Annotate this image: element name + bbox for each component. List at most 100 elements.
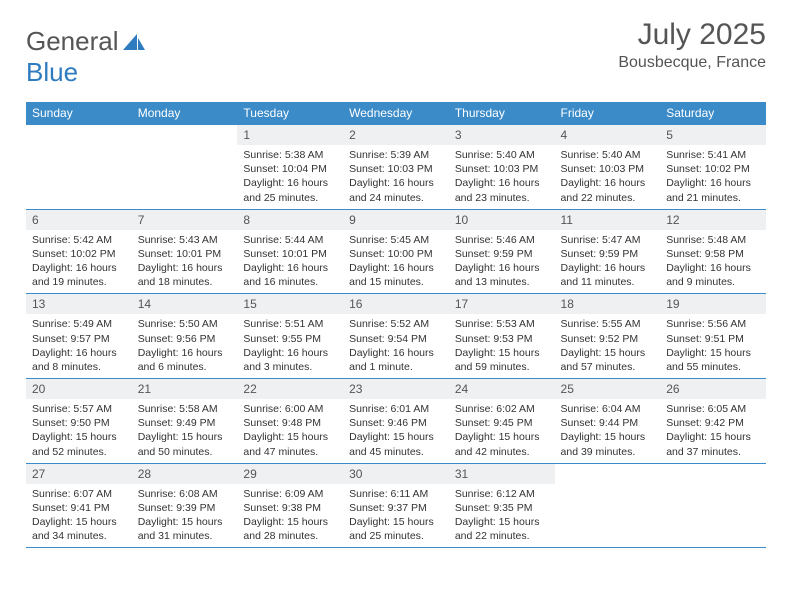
calendar-empty [660,463,766,548]
title-block: July 2025 Bousbecque, France [618,18,766,72]
weekday-header: Tuesday [237,102,343,125]
day-number: 21 [132,379,238,399]
day-details: Sunrise: 5:56 AMSunset: 9:51 PMDaylight:… [660,314,766,378]
day-details: Sunrise: 5:47 AMSunset: 9:59 PMDaylight:… [555,230,661,294]
calendar-day: 24Sunrise: 6:02 AMSunset: 9:45 PMDayligh… [449,379,555,464]
day-details: Sunrise: 6:01 AMSunset: 9:46 PMDaylight:… [343,399,449,463]
day-details: Sunrise: 5:40 AMSunset: 10:03 PMDaylight… [449,145,555,209]
calendar-row: 27Sunrise: 6:07 AMSunset: 9:41 PMDayligh… [26,463,766,548]
weekday-row: SundayMondayTuesdayWednesdayThursdayFrid… [26,102,766,125]
calendar-empty [132,125,238,210]
day-details: Sunrise: 6:08 AMSunset: 9:39 PMDaylight:… [132,484,238,548]
day-details: Sunrise: 5:40 AMSunset: 10:03 PMDaylight… [555,145,661,209]
calendar-day: 9Sunrise: 5:45 AMSunset: 10:00 PMDayligh… [343,209,449,294]
calendar-table: SundayMondayTuesdayWednesdayThursdayFrid… [26,102,766,548]
day-number: 29 [237,464,343,484]
day-number: 31 [449,464,555,484]
calendar-day: 5Sunrise: 5:41 AMSunset: 10:02 PMDayligh… [660,125,766,210]
day-details: Sunrise: 5:46 AMSunset: 9:59 PMDaylight:… [449,230,555,294]
calendar-day: 28Sunrise: 6:08 AMSunset: 9:39 PMDayligh… [132,463,238,548]
day-details: Sunrise: 5:45 AMSunset: 10:00 PMDaylight… [343,230,449,294]
calendar-day: 29Sunrise: 6:09 AMSunset: 9:38 PMDayligh… [237,463,343,548]
logo: GeneralBlue [26,18,145,88]
day-number: 24 [449,379,555,399]
day-number: 22 [237,379,343,399]
calendar-day: 25Sunrise: 6:04 AMSunset: 9:44 PMDayligh… [555,379,661,464]
header: GeneralBlue July 2025 Bousbecque, France [26,18,766,88]
calendar-day: 2Sunrise: 5:39 AMSunset: 10:03 PMDayligh… [343,125,449,210]
calendar-body: 1Sunrise: 5:38 AMSunset: 10:04 PMDayligh… [26,125,766,548]
month-title: July 2025 [618,18,766,52]
calendar-day: 14Sunrise: 5:50 AMSunset: 9:56 PMDayligh… [132,294,238,379]
day-number: 9 [343,210,449,230]
day-details: Sunrise: 5:39 AMSunset: 10:03 PMDaylight… [343,145,449,209]
day-number: 8 [237,210,343,230]
day-number: 19 [660,294,766,314]
day-number: 27 [26,464,132,484]
weekday-header: Friday [555,102,661,125]
calendar-day: 3Sunrise: 5:40 AMSunset: 10:03 PMDayligh… [449,125,555,210]
calendar-day: 27Sunrise: 6:07 AMSunset: 9:41 PMDayligh… [26,463,132,548]
day-details: Sunrise: 6:07 AMSunset: 9:41 PMDaylight:… [26,484,132,548]
calendar-day: 31Sunrise: 6:12 AMSunset: 9:35 PMDayligh… [449,463,555,548]
day-number: 4 [555,125,661,145]
calendar-day: 20Sunrise: 5:57 AMSunset: 9:50 PMDayligh… [26,379,132,464]
location: Bousbecque, France [618,54,766,72]
day-number: 11 [555,210,661,230]
day-details: Sunrise: 5:57 AMSunset: 9:50 PMDaylight:… [26,399,132,463]
calendar-day: 12Sunrise: 5:48 AMSunset: 9:58 PMDayligh… [660,209,766,294]
day-details: Sunrise: 5:52 AMSunset: 9:54 PMDaylight:… [343,314,449,378]
day-number: 20 [26,379,132,399]
day-number: 18 [555,294,661,314]
day-number: 7 [132,210,238,230]
day-details: Sunrise: 6:04 AMSunset: 9:44 PMDaylight:… [555,399,661,463]
day-number: 28 [132,464,238,484]
day-details: Sunrise: 6:00 AMSunset: 9:48 PMDaylight:… [237,399,343,463]
day-number: 25 [555,379,661,399]
day-details: Sunrise: 6:05 AMSunset: 9:42 PMDaylight:… [660,399,766,463]
calendar-day: 16Sunrise: 5:52 AMSunset: 9:54 PMDayligh… [343,294,449,379]
calendar-day: 21Sunrise: 5:58 AMSunset: 9:49 PMDayligh… [132,379,238,464]
day-number: 30 [343,464,449,484]
calendar-day: 15Sunrise: 5:51 AMSunset: 9:55 PMDayligh… [237,294,343,379]
calendar-row: 13Sunrise: 5:49 AMSunset: 9:57 PMDayligh… [26,294,766,379]
day-details: Sunrise: 6:02 AMSunset: 9:45 PMDaylight:… [449,399,555,463]
day-number: 26 [660,379,766,399]
day-details: Sunrise: 6:09 AMSunset: 9:38 PMDaylight:… [237,484,343,548]
day-number: 3 [449,125,555,145]
day-number: 16 [343,294,449,314]
calendar-day: 19Sunrise: 5:56 AMSunset: 9:51 PMDayligh… [660,294,766,379]
day-details: Sunrise: 5:50 AMSunset: 9:56 PMDaylight:… [132,314,238,378]
day-details: Sunrise: 5:42 AMSunset: 10:02 PMDaylight… [26,230,132,294]
calendar-day: 30Sunrise: 6:11 AMSunset: 9:37 PMDayligh… [343,463,449,548]
calendar-day: 11Sunrise: 5:47 AMSunset: 9:59 PMDayligh… [555,209,661,294]
day-details: Sunrise: 5:55 AMSunset: 9:52 PMDaylight:… [555,314,661,378]
day-details: Sunrise: 5:58 AMSunset: 9:49 PMDaylight:… [132,399,238,463]
calendar-day: 7Sunrise: 5:43 AMSunset: 10:01 PMDayligh… [132,209,238,294]
day-number: 23 [343,379,449,399]
calendar-row: 1Sunrise: 5:38 AMSunset: 10:04 PMDayligh… [26,125,766,210]
day-number: 6 [26,210,132,230]
day-number: 12 [660,210,766,230]
calendar-day: 17Sunrise: 5:53 AMSunset: 9:53 PMDayligh… [449,294,555,379]
logo-word-1: General [26,26,119,56]
sail-icon [123,26,145,42]
calendar-row: 20Sunrise: 5:57 AMSunset: 9:50 PMDayligh… [26,379,766,464]
calendar-day: 13Sunrise: 5:49 AMSunset: 9:57 PMDayligh… [26,294,132,379]
day-number: 10 [449,210,555,230]
weekday-header: Sunday [26,102,132,125]
calendar-day: 1Sunrise: 5:38 AMSunset: 10:04 PMDayligh… [237,125,343,210]
calendar-row: 6Sunrise: 5:42 AMSunset: 10:02 PMDayligh… [26,209,766,294]
weekday-header: Monday [132,102,238,125]
day-details: Sunrise: 6:11 AMSunset: 9:37 PMDaylight:… [343,484,449,548]
day-details: Sunrise: 5:43 AMSunset: 10:01 PMDaylight… [132,230,238,294]
day-details: Sunrise: 5:41 AMSunset: 10:02 PMDaylight… [660,145,766,209]
calendar-empty [26,125,132,210]
day-details: Sunrise: 5:38 AMSunset: 10:04 PMDaylight… [237,145,343,209]
day-number: 1 [237,125,343,145]
day-details: Sunrise: 5:48 AMSunset: 9:58 PMDaylight:… [660,230,766,294]
calendar-day: 26Sunrise: 6:05 AMSunset: 9:42 PMDayligh… [660,379,766,464]
day-details: Sunrise: 5:49 AMSunset: 9:57 PMDaylight:… [26,314,132,378]
day-details: Sunrise: 5:44 AMSunset: 10:01 PMDaylight… [237,230,343,294]
calendar-day: 8Sunrise: 5:44 AMSunset: 10:01 PMDayligh… [237,209,343,294]
